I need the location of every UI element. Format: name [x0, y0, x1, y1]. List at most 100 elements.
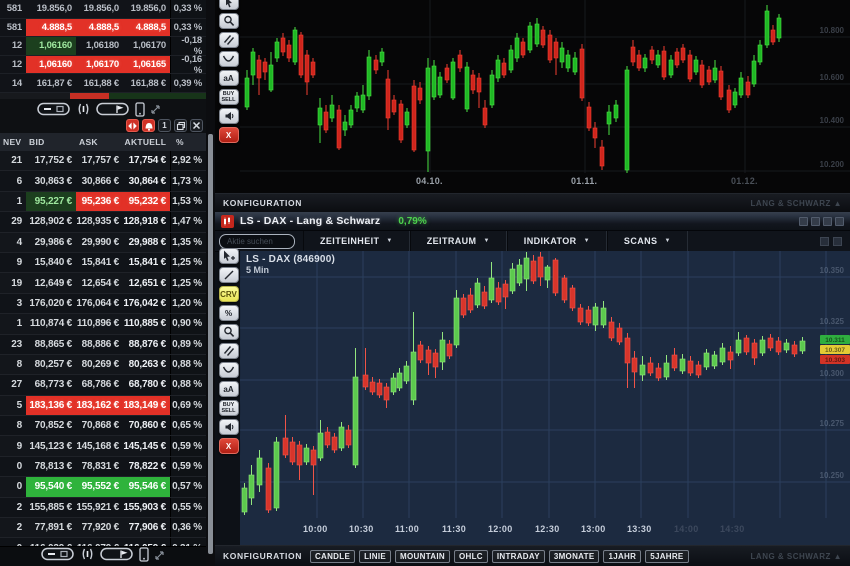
konfiguration-button[interactable]: KONFIGURATION — [223, 551, 302, 561]
chart-mode-candle[interactable]: CANDLE — [309, 549, 356, 563]
flag-pill-button[interactable] — [96, 102, 130, 116]
volume-bar-segment — [109, 93, 206, 99]
quote-row[interactable]: 0 95,540 €95,552 €95,546 €0,57 % — [0, 477, 206, 498]
konfiguration-button[interactable]: KONFIGURATION — [223, 198, 302, 208]
cell: 176,020 € — [29, 297, 72, 309]
window-control-button[interactable] — [823, 216, 832, 226]
intraday-candlestick-chart[interactable]: LS - DAX (846900) 5 Min 10.350 10.325 10.3… — [240, 251, 850, 518]
quote-row[interactable]: 19 12,649 € 12,654 € 12,651 €1,25 % — [0, 273, 206, 294]
svg-text:10.275: 10.275 — [820, 419, 845, 428]
quote-row[interactable]: 6 30,863 € 30,866 € 30,864 €1,73 % — [0, 171, 206, 192]
panel-icon[interactable] — [820, 236, 829, 246]
quote-row[interactable]: 8 80,257 € 80,269 € 80,263 €0,88 % — [0, 354, 206, 376]
column-header-bid[interactable]: BID — [29, 137, 45, 147]
cell: 9 — [16, 440, 23, 452]
menu-indikator[interactable]: INDIKATOR ▼ — [506, 231, 607, 251]
column-header-ask[interactable]: ASK — [79, 137, 98, 147]
collapse-pill-button[interactable] — [37, 102, 71, 116]
column-header-nev[interactable]: NEV — [3, 137, 22, 147]
center-marker-button[interactable] — [80, 547, 95, 566]
watchlist-row[interactable]: 14 161,87 €161,88 €161,88 €0,39 % — [0, 74, 206, 93]
close-tool-button[interactable]: X — [218, 127, 239, 143]
text-tool-button[interactable]: aA — [218, 70, 239, 86]
quote-row[interactable]: 5 183,136 €183,162 €183,149 €0,69 % — [0, 395, 206, 417]
phone-button[interactable] — [139, 546, 149, 566]
windows-button[interactable] — [174, 119, 187, 132]
panel-icon[interactable] — [833, 236, 842, 246]
sound-button[interactable] — [218, 419, 239, 435]
close-tool-button[interactable]: X — [218, 438, 239, 454]
parallel-lines-tool-button[interactable] — [218, 343, 239, 359]
chart-mode-ohlc[interactable]: OHLC — [453, 549, 488, 563]
buy-sell-button[interactable]: BUY SELL — [218, 400, 239, 416]
center-marker-button[interactable] — [76, 102, 91, 116]
chart-mode-intraday[interactable]: INTRADAY — [491, 549, 545, 563]
buy-sell-button[interactable]: BUY SELL — [218, 89, 239, 105]
window-control-button[interactable] — [835, 216, 844, 226]
resize-diagonal-button[interactable] — [150, 104, 161, 115]
quote-row[interactable]: 1 95,227 €95,236 €95,232 €1,53 % — [0, 191, 206, 213]
phone-button[interactable] — [135, 101, 145, 117]
chart-mode-linie[interactable]: LINIE — [359, 549, 392, 563]
quote-row[interactable]: 8 70,852 € 70,868 € 70,860 €0,65 % — [0, 416, 206, 437]
crv-tool-button[interactable]: CRV — [218, 286, 239, 302]
column-header-aktuell[interactable]: AKTUELL — [124, 137, 167, 147]
menu-right-icons — [820, 236, 850, 246]
scroll-arrows-button[interactable] — [126, 119, 139, 132]
line-tool-button[interactable] — [218, 267, 239, 283]
daily-candlestick-chart[interactable]: 10.800 10.600 10.400 10.200 — [240, 0, 850, 173]
quote-row[interactable]: 2 77,891 € 77,920 € 77,906 €0,36 % — [0, 518, 206, 539]
zoom-tool-button[interactable] — [218, 324, 239, 340]
quote-row[interactable]: 9 15,840 €15,841 €15,841 €1,25 % — [0, 252, 206, 274]
column-header-percent[interactable]: % — [176, 137, 184, 147]
menu-zeiteinheit[interactable]: ZEITEINHEIT ▼ — [303, 231, 410, 251]
quote-row[interactable]: 27 68,773 € 68,786 € 68,780 €0,88 % — [0, 375, 206, 396]
chart-mode-3monate[interactable]: 3MONATE — [548, 549, 600, 563]
resize-diagonal-button[interactable] — [154, 548, 165, 566]
quote-row[interactable]: 23 88,865 € 88,886 € 88,876 €0,89 % — [0, 334, 206, 355]
window-title-bar: LS - DAX - Lang & Schwarz 0,79% — [215, 212, 850, 231]
text-tool-button[interactable]: aA — [218, 381, 239, 397]
zoom-tool-button[interactable] — [218, 13, 239, 29]
cell: 12 — [11, 40, 22, 52]
cursor-tool-button[interactable] — [218, 248, 239, 264]
menu-scans[interactable]: SCANS ▼ — [606, 231, 688, 251]
chart-mode-1jahr[interactable]: 1JAHR — [603, 549, 642, 563]
alert-bell-button[interactable] — [142, 119, 155, 132]
menu-zeitraum[interactable]: ZEITRAUM ▼ — [409, 231, 507, 251]
window-control-button[interactable] — [799, 216, 808, 226]
quote-row[interactable]: 3 176,020 € 176,064 € 176,042 € 1,20 % — [0, 293, 206, 315]
quote-row[interactable]: 0116,039 €116,079 €116,059 €0,31 % — [0, 538, 206, 548]
window-control-button[interactable] — [811, 216, 820, 226]
close-button[interactable] — [190, 119, 203, 132]
curve-tool-button[interactable] — [218, 362, 239, 378]
sound-button[interactable] — [218, 108, 239, 124]
curve-tool-button[interactable] — [218, 51, 239, 67]
watchlist-row[interactable]: 581 4.888,5 4.888,5 4.888,5 0,33 % — [0, 18, 206, 38]
percent-tool-button[interactable]: % — [218, 305, 239, 321]
quote-row[interactable]: 1 110,874 € 110,896 € 110,885 € 0,90 % — [0, 314, 206, 335]
cell: 0 — [0, 538, 26, 548]
watchlist-row[interactable]: 12 1,06160 1,06180 1,06170 -0,18 % — [0, 35, 206, 57]
page-one-button[interactable]: 1 — [158, 119, 171, 132]
quote-row[interactable]: 21 17,752 € 17,757 € 17,754 €2,92 % — [0, 151, 206, 172]
search-input[interactable] — [219, 233, 295, 249]
watchlist-row[interactable]: 581 19.856,0 19.856,0 19.856,0 0,33 % — [0, 0, 206, 19]
collapse-pill-button[interactable] — [41, 547, 75, 566]
chart-mode-mountain[interactable]: MOUNTAIN — [395, 549, 450, 563]
flag-pill-button[interactable] — [100, 547, 134, 566]
quote-row[interactable]: 29 128,902 € 128,935 € 128,918 € 1,47 % — [0, 212, 206, 233]
cell: 80,257 € — [34, 359, 73, 371]
watchlist-row[interactable]: 12 1,06160 1,06170 1,06165 -0,16 % — [0, 54, 206, 76]
quote-row[interactable]: 2 155,885 € 155,921 € 155,903 € 0,55 % — [0, 497, 206, 519]
quote-row[interactable]: 0 78,813 € 78,831 € 78,822 €0,59 % — [0, 456, 206, 478]
scrollbar-thumb[interactable] — [208, 134, 213, 554]
chart-mode-5jahre[interactable]: 5JAHRE — [645, 549, 689, 563]
cell: 17,754 € — [128, 155, 167, 167]
parallel-lines-tool-button[interactable] — [218, 32, 239, 48]
quote-row[interactable]: 9 145,123 € 145,168 € 145,145 € 0,59 % — [0, 436, 206, 457]
cell: 14 — [11, 77, 22, 89]
cursor-tool-button[interactable] — [218, 0, 239, 10]
quote-row[interactable]: 4 29,986 € 29,990 € 29,988 €1,35 % — [0, 232, 206, 253]
scrollbar[interactable] — [206, 0, 215, 566]
